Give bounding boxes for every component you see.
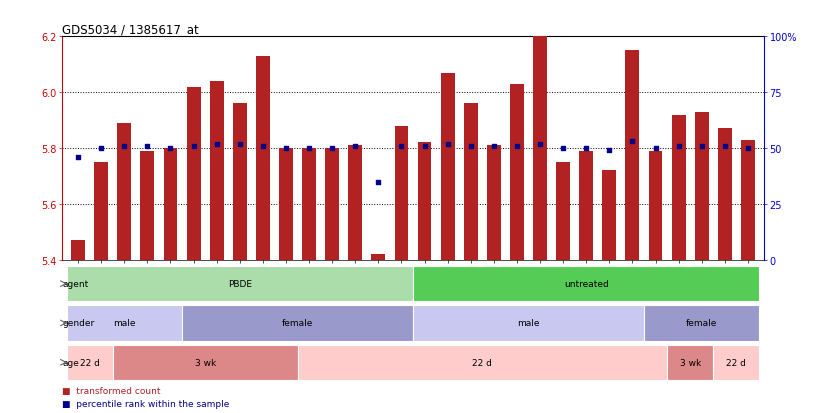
- Bar: [395, 126, 408, 260]
- Point: [557, 145, 570, 152]
- Bar: [67, 266, 413, 301]
- Point: [534, 141, 547, 147]
- Point: [210, 141, 223, 147]
- Bar: [67, 345, 113, 380]
- Bar: [372, 254, 385, 260]
- Bar: [117, 123, 131, 260]
- Text: age: age: [63, 358, 79, 367]
- Text: 22 d: 22 d: [80, 358, 100, 367]
- Point: [649, 145, 662, 152]
- Point: [395, 143, 408, 150]
- Point: [233, 141, 246, 147]
- Point: [510, 143, 524, 150]
- Bar: [349, 146, 362, 260]
- Bar: [718, 129, 732, 260]
- Point: [418, 143, 431, 150]
- Point: [117, 143, 131, 150]
- Bar: [418, 143, 431, 260]
- Bar: [71, 241, 85, 260]
- Bar: [648, 152, 662, 260]
- Bar: [279, 149, 293, 260]
- Bar: [741, 140, 755, 260]
- Point: [741, 145, 754, 152]
- Point: [72, 154, 85, 161]
- Bar: [602, 171, 616, 260]
- Text: ■  transformed count: ■ transformed count: [62, 386, 160, 395]
- Bar: [325, 149, 339, 260]
- Bar: [487, 146, 501, 260]
- Point: [580, 145, 593, 152]
- Point: [302, 145, 316, 152]
- Point: [626, 139, 639, 145]
- Point: [487, 143, 501, 150]
- Point: [256, 143, 269, 150]
- Text: 3 wk: 3 wk: [194, 358, 216, 367]
- Bar: [413, 266, 759, 301]
- Text: gender: gender: [63, 319, 95, 328]
- Text: male: male: [113, 319, 135, 328]
- Point: [372, 179, 385, 185]
- Bar: [67, 306, 182, 341]
- Bar: [164, 149, 178, 260]
- Bar: [464, 104, 477, 260]
- Bar: [210, 82, 224, 260]
- Point: [672, 143, 686, 150]
- Bar: [94, 163, 108, 260]
- Text: 22 d: 22 d: [472, 358, 492, 367]
- Point: [279, 145, 292, 152]
- Bar: [140, 152, 154, 260]
- Bar: [113, 345, 297, 380]
- Point: [441, 141, 454, 147]
- Bar: [256, 57, 270, 260]
- Bar: [667, 345, 713, 380]
- Point: [140, 143, 154, 150]
- Text: male: male: [517, 319, 539, 328]
- Text: untreated: untreated: [564, 280, 609, 288]
- Text: 22 d: 22 d: [726, 358, 746, 367]
- Bar: [672, 115, 686, 260]
- Bar: [297, 345, 667, 380]
- Text: 3 wk: 3 wk: [680, 358, 700, 367]
- Point: [325, 145, 339, 152]
- Text: female: female: [686, 319, 717, 328]
- Text: PBDE: PBDE: [228, 280, 252, 288]
- Bar: [302, 149, 316, 260]
- Bar: [533, 34, 547, 260]
- Bar: [579, 152, 593, 260]
- Bar: [182, 306, 413, 341]
- Bar: [187, 88, 201, 260]
- Point: [164, 145, 177, 152]
- Point: [187, 143, 200, 150]
- Text: female: female: [282, 319, 313, 328]
- Point: [695, 143, 709, 150]
- Bar: [713, 345, 759, 380]
- Point: [603, 147, 616, 154]
- Text: GDS5034 / 1385617_at: GDS5034 / 1385617_at: [62, 23, 199, 36]
- Text: ■  percentile rank within the sample: ■ percentile rank within the sample: [62, 399, 230, 408]
- Text: agent: agent: [63, 280, 88, 288]
- Bar: [510, 85, 524, 260]
- Bar: [233, 104, 247, 260]
- Point: [464, 143, 477, 150]
- Bar: [556, 163, 570, 260]
- Bar: [413, 306, 644, 341]
- Bar: [695, 112, 709, 260]
- Bar: [644, 306, 759, 341]
- Point: [95, 145, 108, 152]
- Point: [349, 143, 362, 150]
- Bar: [625, 51, 639, 260]
- Bar: [441, 74, 454, 260]
- Point: [718, 143, 731, 150]
